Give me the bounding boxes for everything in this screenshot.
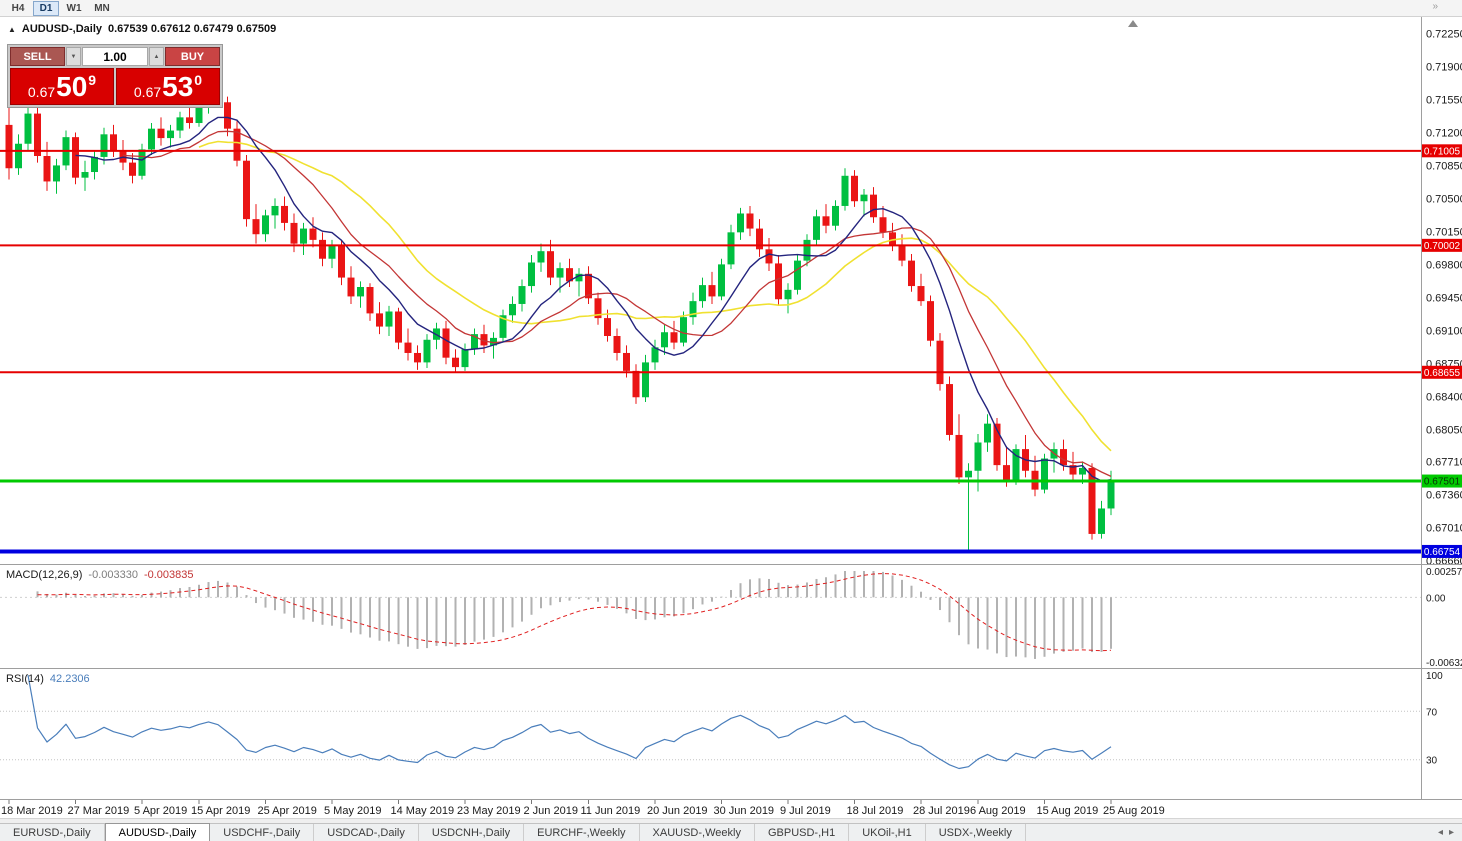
time-axis[interactable]: 18 Mar 2019 27 Mar 2019 5 Apr 2019 15 Apr 2…	[1, 800, 1165, 817]
svg-text:0.70850: 0.70850	[1426, 160, 1462, 172]
svg-text:18 Mar 2019: 18 Mar 2019	[1, 805, 63, 817]
tab-usdcad-daily[interactable]: USDCAD-,Daily	[314, 824, 419, 841]
chart-tabs: EURUSD-,Daily AUDUSD-,Daily USDCHF-,Daily U…	[0, 823, 1026, 841]
timeframe-button-d1[interactable]: D1	[33, 0, 59, 16]
tab-audusd-daily[interactable]: AUDUSD-,Daily	[104, 823, 211, 841]
moving-averages	[75, 116, 1112, 482]
svg-text:25 Aug 2019: 25 Aug 2019	[1103, 805, 1165, 817]
svg-text:0.70002: 0.70002	[1424, 241, 1461, 252]
svg-text:27 Mar 2019: 27 Mar 2019	[68, 805, 130, 817]
buy-button[interactable]: BUY	[165, 47, 220, 66]
symbol-marker-icon: ▲	[8, 24, 16, 34]
chart-shift-marker-icon[interactable]	[1128, 20, 1138, 27]
svg-text:0.67710: 0.67710	[1426, 456, 1462, 468]
tab-usdchf-daily[interactable]: USDCHF-,Daily	[210, 824, 315, 841]
svg-text:0.67360: 0.67360	[1426, 489, 1462, 501]
svg-text:70: 70	[1426, 707, 1438, 718]
tab-xauusd-weekly[interactable]: XAUUSD-,Weekly	[640, 824, 755, 841]
svg-text:9 Jul 2019: 9 Jul 2019	[780, 805, 831, 817]
sell-button[interactable]: SELL	[10, 47, 65, 66]
svg-text:-0.006326: -0.006326	[1426, 658, 1462, 669]
svg-text:15 Apr 2019: 15 Apr 2019	[191, 805, 250, 817]
svg-text:0.69800: 0.69800	[1426, 259, 1462, 271]
ohlc-readout: 0.67539 0.67612 0.67479 0.67509	[108, 23, 277, 35]
rsi-panel: 100 70 30 RSI(14) 42.2306	[0, 671, 1443, 770]
svg-text:0.68050: 0.68050	[1426, 424, 1462, 436]
svg-text:RSI(14)42.2306: RSI(14) 42.2306	[6, 673, 90, 685]
svg-text:0.69450: 0.69450	[1426, 292, 1462, 304]
svg-text:2 Jun 2019: 2 Jun 2019	[524, 805, 578, 817]
svg-text:100: 100	[1426, 671, 1443, 682]
timeframe-button-h4[interactable]: H4	[5, 1, 31, 16]
buy-price-prefix: 0.67	[133, 84, 162, 100]
svg-text:25 Apr 2019: 25 Apr 2019	[258, 805, 317, 817]
svg-text:0.00: 0.00	[1426, 593, 1446, 604]
tab-usdx-weekly[interactable]: USDX-,Weekly	[926, 824, 1026, 841]
svg-text:30: 30	[1426, 756, 1438, 767]
svg-text:0.66754: 0.66754	[1424, 547, 1461, 558]
buy-price-pipette: 0	[194, 72, 203, 88]
tab-navigation: ◂ ▸	[1438, 824, 1462, 841]
svg-text:0.70150: 0.70150	[1426, 226, 1462, 238]
timeframe-button-w1[interactable]: W1	[61, 1, 87, 16]
tabs-scroll-left-icon[interactable]: ◂	[1437, 827, 1443, 838]
volume-input[interactable]	[82, 47, 148, 66]
svg-text:23 May 2019: 23 May 2019	[457, 805, 521, 817]
svg-text:0.68400: 0.68400	[1426, 391, 1462, 403]
tab-eurusd-daily[interactable]: EURUSD-,Daily	[0, 824, 105, 841]
horizontal-lines[interactable]: 0.71005 0.70002 0.68655 0.67501 0.66754	[0, 144, 1462, 558]
macd-panel: 0.002574 0.00 -0.006326 MACD(12,26,9)-0.003…	[0, 567, 1462, 669]
timeframe-button-mn[interactable]: MN	[89, 1, 115, 16]
svg-text:0.67010: 0.67010	[1426, 522, 1462, 534]
tab-ukoil-h1[interactable]: UKOil-,H1	[849, 824, 926, 841]
chart-title: ▲ AUDUSD-,Daily 0.67539 0.67612 0.67479 …	[8, 23, 276, 35]
svg-text:5 May 2019: 5 May 2019	[324, 805, 381, 817]
one-click-trading-panel: SELL ▼ ▲ BUY 0.67 50 9 0.67 53 0	[7, 44, 223, 108]
bottom-strip	[0, 818, 1462, 823]
svg-text:30 Jun 2019: 30 Jun 2019	[714, 805, 775, 817]
tab-gbpusd-h1[interactable]: GBPUSD-,H1	[755, 824, 850, 841]
svg-text:14 May 2019: 14 May 2019	[391, 805, 455, 817]
svg-text:0.71900: 0.71900	[1426, 61, 1462, 73]
symbol-name: AUDUSD-,Daily	[21, 23, 102, 35]
toolbar-overflow-icon[interactable]: »	[1432, 1, 1438, 12]
svg-text:0.69100: 0.69100	[1426, 325, 1462, 337]
svg-text:6 Aug 2019: 6 Aug 2019	[970, 805, 1026, 817]
price-chart-canvas[interactable]: 0.72250 0.71900 0.71550 0.71200 0.70850 0.705…	[0, 17, 1462, 818]
svg-text:0.68655: 0.68655	[1424, 368, 1461, 379]
svg-text:0.002574: 0.002574	[1426, 567, 1462, 578]
svg-text:0.71200: 0.71200	[1426, 127, 1462, 139]
trade-controls-row: SELL ▼ ▲ BUY	[10, 47, 220, 66]
chart-tabbar: EURUSD-,Daily AUDUSD-,Daily USDCHF-,Daily U…	[0, 823, 1462, 841]
svg-text:20 Jun 2019: 20 Jun 2019	[647, 805, 708, 817]
svg-text:0.72250: 0.72250	[1426, 28, 1462, 40]
sell-price-display[interactable]: 0.67 50 9	[10, 68, 114, 105]
tab-eurchf-weekly[interactable]: EURCHF-,Weekly	[524, 824, 640, 841]
sell-price-pipette: 9	[88, 72, 97, 88]
timeframe-buttons: H4 D1 W1 MN	[5, 0, 115, 16]
svg-text:11 Jun 2019: 11 Jun 2019	[581, 805, 641, 817]
sell-price-big-digits: 50	[56, 71, 88, 102]
svg-text:0.70500: 0.70500	[1426, 193, 1462, 205]
svg-text:0.71550: 0.71550	[1426, 94, 1462, 106]
svg-text:5 Apr 2019: 5 Apr 2019	[134, 805, 187, 817]
price-axis[interactable]: 0.72250 0.71900 0.71550 0.71200 0.70850 0.705…	[1426, 28, 1462, 567]
svg-text:MACD(12,26,9)-0.003330-0.00383: MACD(12,26,9) -0.003330 -0.003835	[6, 569, 194, 581]
volume-increase-button[interactable]: ▲	[149, 47, 164, 66]
tab-usdcnh-daily[interactable]: USDCNH-,Daily	[419, 824, 525, 841]
svg-text:0.71005: 0.71005	[1424, 146, 1461, 157]
svg-text:18 Jul 2019: 18 Jul 2019	[847, 805, 904, 817]
buy-price-big-digits: 53	[162, 71, 194, 102]
sell-price-prefix: 0.67	[27, 84, 56, 100]
svg-text:15 Aug 2019: 15 Aug 2019	[1037, 805, 1099, 817]
trade-prices-row: 0.67 50 9 0.67 53 0	[10, 68, 220, 105]
buy-price-display[interactable]: 0.67 53 0	[116, 68, 220, 105]
tabs-scroll-right-icon[interactable]: ▸	[1448, 827, 1454, 838]
svg-text:28 Jul 2019: 28 Jul 2019	[913, 805, 970, 817]
panel-separators	[0, 17, 1462, 800]
timeframe-toolbar: H4 D1 W1 MN »	[0, 0, 1462, 17]
svg-text:0.67501: 0.67501	[1424, 477, 1461, 488]
volume-decrease-button[interactable]: ▼	[66, 47, 81, 66]
